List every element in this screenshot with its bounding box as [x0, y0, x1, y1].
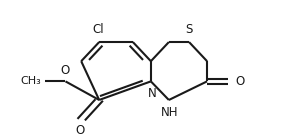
Text: O: O [75, 124, 85, 137]
Text: S: S [185, 23, 193, 36]
Text: NH: NH [161, 106, 179, 119]
Text: CH₃: CH₃ [20, 76, 41, 86]
Text: O: O [61, 64, 70, 77]
Text: O: O [235, 75, 245, 88]
Text: Cl: Cl [92, 23, 104, 36]
Text: N: N [148, 87, 156, 100]
